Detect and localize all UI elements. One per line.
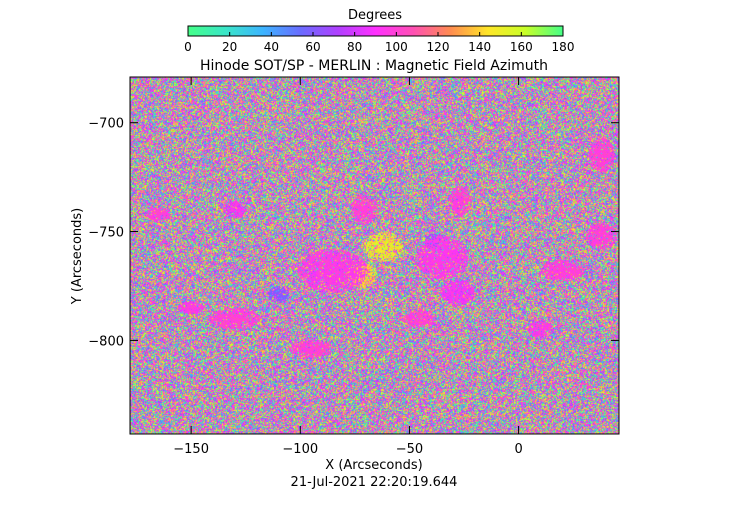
colorbar-tick-label: 180 — [552, 40, 575, 54]
x-tick-label: −100 — [282, 442, 318, 457]
plot-frame — [129, 76, 620, 435]
colorbar-tick-label: 160 — [510, 40, 533, 54]
x-tick-label: 0 — [514, 442, 522, 457]
colorbar-tick-label: 20 — [222, 40, 237, 54]
azimuth-map — [130, 77, 619, 434]
x-axis: −150 −100 −50 0 — [173, 77, 523, 457]
y-axis: −700 −750 −800 — [88, 117, 619, 349]
colorbar — [187, 25, 564, 37]
colorbar-tick-label: 140 — [468, 40, 491, 54]
x-axis-label: X (Arcseconds) — [325, 458, 422, 473]
colorbar-tick-label: 120 — [427, 40, 450, 54]
x-tick-label: −150 — [173, 442, 209, 457]
y-axis-label: Y (Arcseconds) — [70, 208, 85, 305]
colorbar-tick-label: 40 — [264, 40, 279, 54]
colorbar-tick-label: 100 — [385, 40, 408, 54]
timestamp: 21-Jul-2021 22:20:19.644 — [291, 475, 458, 490]
colorbar-tick-label: 0 — [184, 40, 192, 54]
azimuth-map-image — [130, 77, 619, 434]
colorbar-tick-label: 80 — [347, 40, 362, 54]
x-tick-label: −50 — [396, 442, 423, 457]
colorbar-tick-label: 60 — [305, 40, 320, 54]
y-tick-label: −800 — [88, 334, 124, 349]
colorbar-ticks: 0 20 40 60 80 100 120 140 160 180 — [184, 32, 574, 54]
colorbar-label: Degrees — [348, 8, 402, 23]
y-tick-label: −700 — [88, 117, 124, 132]
chart-title: Hinode SOT/SP - MERLIN : Magnetic Field … — [200, 58, 548, 74]
y-tick-label: −750 — [88, 226, 124, 241]
